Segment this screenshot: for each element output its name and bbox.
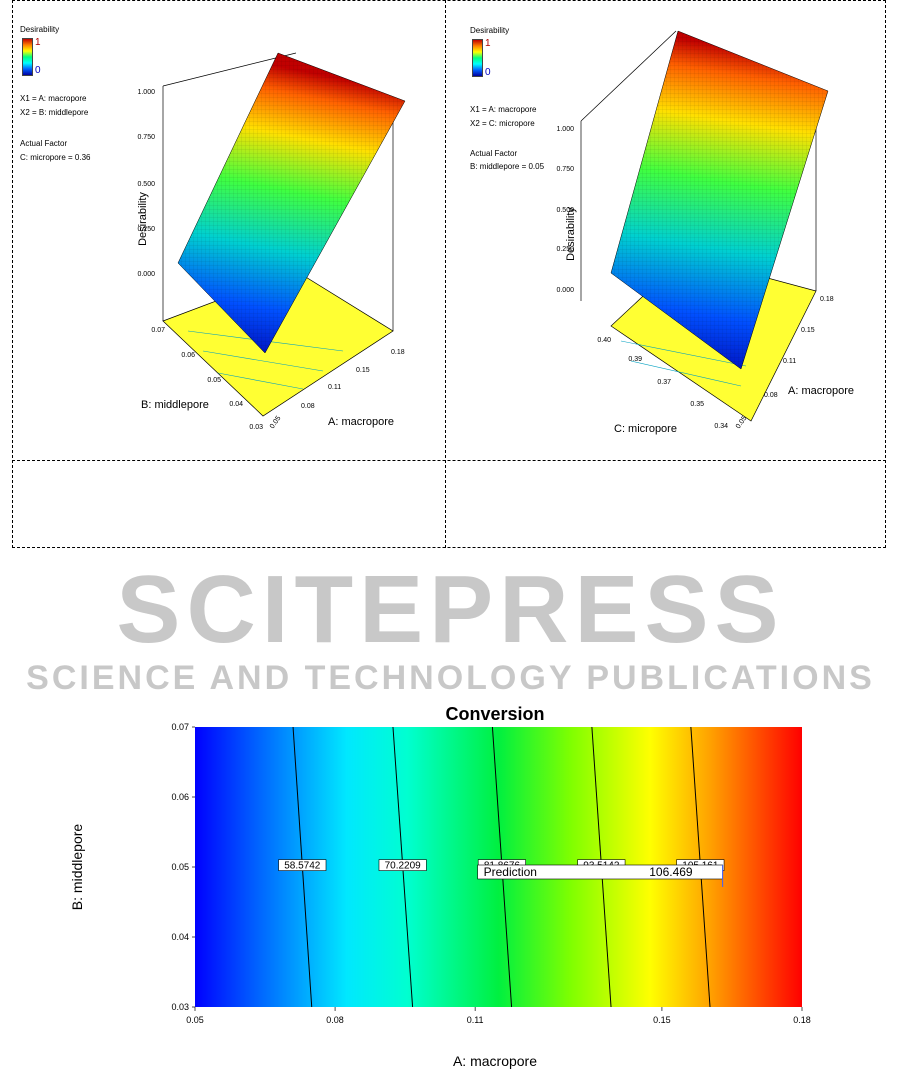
legend-colorbar: [472, 39, 483, 77]
x-tick-label: 0.15: [653, 1015, 671, 1025]
contour-label: 58.5742: [284, 861, 321, 872]
contour-label: 70.2209: [385, 861, 422, 872]
x-axis-label: A: macropore: [453, 1053, 537, 1069]
contour-label-box: [278, 859, 327, 871]
y-tick-label: 0.05: [207, 377, 221, 384]
y-tick-label: 0.07: [151, 327, 165, 334]
actual-factor-title: Actual Factor: [20, 139, 68, 148]
x-tick-label: 0.18: [391, 349, 405, 356]
contour-svg: Conversion 58.574270.220981.867693.51421…: [69, 704, 811, 1069]
factor-x1: X1 = A: macropore: [20, 94, 87, 103]
x-tick-label: 0.11: [467, 1015, 484, 1025]
factor-x2: X2 = C: micropore: [470, 119, 535, 128]
x-tick-label: 0.18: [820, 296, 834, 303]
actual-factor-title: Actual Factor: [470, 149, 518, 158]
y-tick-label: 0.03: [249, 424, 263, 431]
surface-mesh-grid: [611, 31, 828, 369]
y-axis-label: C: micropore: [614, 423, 677, 435]
z-axis-label: Desirability: [137, 192, 149, 246]
y-tick-label: 0.06: [181, 352, 195, 359]
surface-plot-left: Desirability 1 0 X1 = A: macropore X2 = …: [13, 1, 444, 459]
x-tick-label: 0.08: [326, 1015, 344, 1025]
y-tick-label: 0.39: [628, 356, 642, 363]
floor-contour: [620, 340, 747, 367]
x-tick-label: 0.15: [356, 367, 370, 374]
z-tick-label: 0.250: [556, 246, 574, 253]
y-tick-label: 0.35: [690, 401, 704, 408]
z-tick-label: 0.000: [556, 287, 574, 294]
floor-contour: [630, 360, 742, 387]
watermark-main: SCITEPRESS: [116, 556, 785, 663]
legend-title: Desirability: [20, 25, 60, 34]
box-top-edge: [580, 30, 677, 122]
legend-min: 0: [35, 65, 41, 76]
legend-max: 1: [35, 37, 41, 48]
x-tick-label: 0.05: [269, 415, 283, 430]
legend-max: 1: [485, 38, 491, 49]
y-tick-label: 0.37: [657, 379, 671, 386]
legend-colorbar: [22, 38, 33, 76]
surface-mesh-grid: [178, 53, 405, 353]
actual-factor-value: B: middlepore = 0.05: [470, 162, 545, 171]
box-top-edge: [162, 52, 297, 87]
y-tick-label: 0.04: [171, 932, 189, 942]
y-tick-label: 0.05: [171, 862, 189, 872]
z-tick-label: 1.000: [556, 126, 574, 133]
y-axis-label: B: middlepore: [69, 824, 85, 911]
legend-title: Desirability: [470, 26, 510, 35]
y-tick-label: 0.03: [171, 1002, 189, 1012]
x-tick-label: 0.11: [783, 358, 796, 365]
z-tick-label: 1.000: [137, 89, 155, 96]
z-tick-label: 0.500: [137, 181, 155, 188]
y-tick-label: 0.04: [229, 401, 243, 408]
x-axis-label: A: macropore: [788, 385, 854, 397]
prediction-label: Prediction: [484, 865, 537, 879]
z-tick-label: 0.500: [556, 207, 574, 214]
actual-factor-value: C: micropore = 0.36: [20, 153, 91, 162]
contour-plot: Conversion 58.574270.220981.867693.51421…: [60, 700, 860, 1075]
x-tick-label: 0.11: [328, 384, 341, 391]
chart-title: Conversion: [445, 704, 544, 724]
x-tick-label: 0.08: [301, 403, 315, 410]
surface-plot-right: Desirability 1 0 X1 = A: macropore X2 = …: [446, 1, 885, 459]
plots-divider-horizontal: [12, 460, 886, 461]
x-tick-label: 0.15: [801, 327, 815, 334]
contour-label-box: [378, 859, 427, 871]
x-tick-label: 0.05: [186, 1015, 204, 1025]
floor-contour: [217, 372, 304, 390]
z-tick-label: 0.000: [137, 271, 155, 278]
plots-frame: [12, 0, 886, 548]
surface-svg: 1.000 0.750 0.500 0.250 0.000 Desirabili…: [137, 52, 406, 431]
y-tick-label: 0.40: [597, 337, 611, 344]
z-tick-label: 0.750: [556, 166, 574, 173]
x-axis-label: A: macropore: [328, 416, 394, 428]
y-tick-label: 0.34: [714, 423, 728, 430]
y-axis-label: B: middlepore: [141, 399, 209, 411]
z-tick-label: 0.750: [137, 134, 155, 141]
y-tick-label: 0.06: [171, 792, 189, 802]
x-tick-label: 0.18: [793, 1015, 811, 1025]
floor-contour: [202, 350, 324, 372]
legend-min: 0: [485, 67, 491, 78]
y-tick-label: 0.07: [171, 722, 189, 732]
z-tick-label: 0.250: [137, 226, 155, 233]
surface-svg: 1.000 0.750 0.500 0.250 0.000 Desirabili…: [556, 30, 854, 435]
factor-x2: X2 = B: middlepore: [20, 108, 89, 117]
watermark-sub: SCIENCE AND TECHNOLOGY PUBLICATIONS: [26, 659, 875, 697]
factor-x1: X1 = A: macropore: [470, 105, 537, 114]
prediction-value: 106.469: [649, 865, 693, 879]
x-tick-label: 0.08: [764, 392, 778, 399]
z-axis-label: Desirability: [565, 207, 577, 261]
plots-divider-vertical: [445, 0, 446, 548]
